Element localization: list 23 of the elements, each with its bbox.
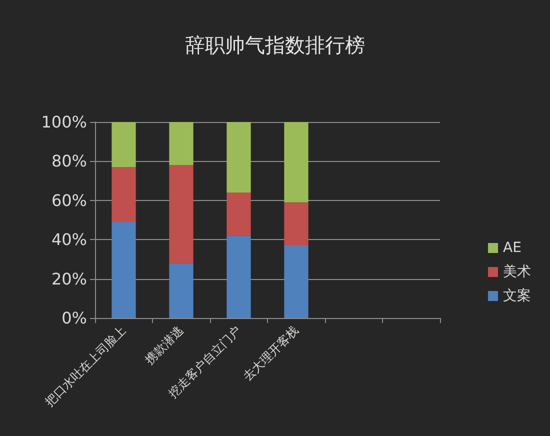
y-tick-label: 80% — [51, 152, 87, 171]
y-tick-label: 40% — [51, 230, 87, 250]
bar — [112, 122, 136, 168]
bar — [226, 122, 251, 193]
bar — [284, 122, 308, 202]
chart-title: 辞职帅气指数排行榜 — [185, 33, 365, 57]
y-tick-label: 60% — [51, 190, 87, 210]
bar — [169, 122, 194, 166]
bar — [284, 245, 308, 318]
bar — [112, 222, 136, 318]
bar — [284, 202, 308, 246]
x-tick-label: 去大理开客栈 — [240, 323, 302, 384]
x-tick-label: 携款潜逃 — [142, 323, 186, 367]
y-tick-label: 20% — [51, 269, 87, 288]
y-tick-label: 100% — [41, 112, 87, 132]
legend-label: 美术 — [503, 264, 531, 280]
bar — [112, 167, 136, 222]
bar — [226, 192, 251, 236]
legend-label: 文案 — [503, 287, 531, 304]
bar — [226, 236, 251, 318]
bar — [169, 165, 194, 264]
legend-label: AE — [503, 240, 522, 256]
bar — [169, 263, 194, 318]
